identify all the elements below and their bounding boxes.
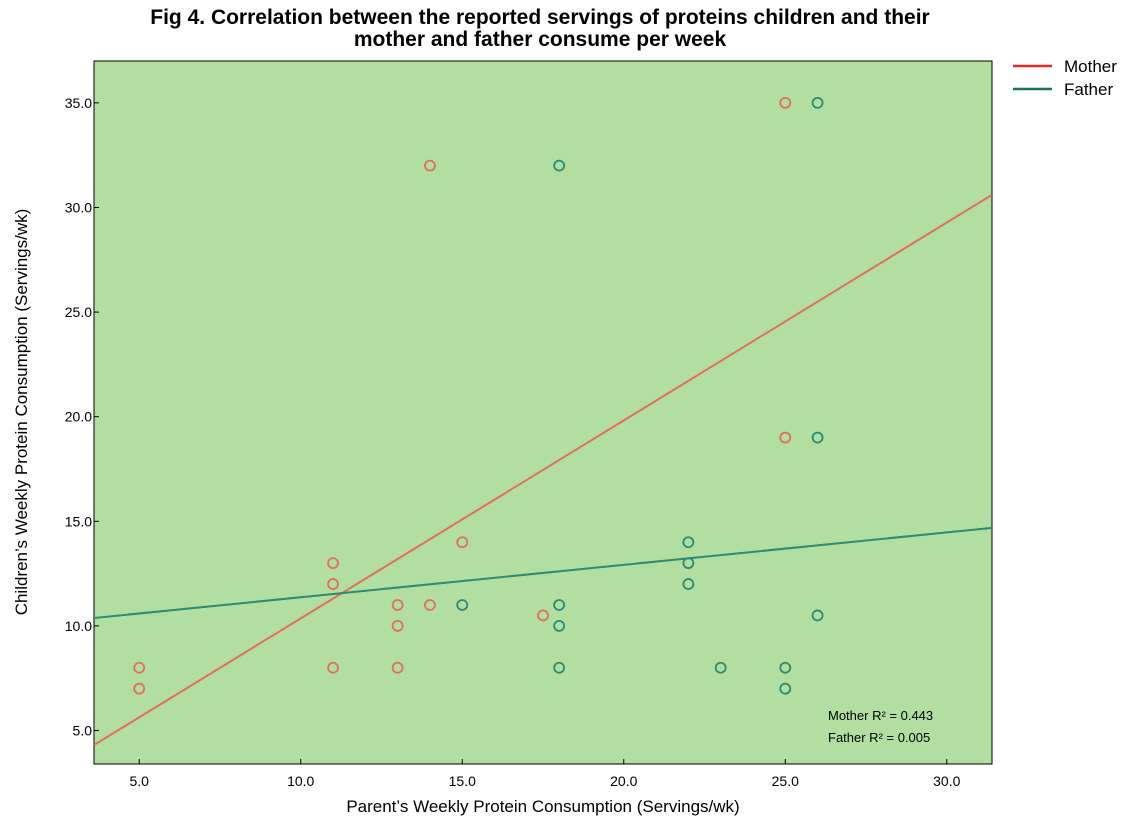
y-tick-label: 15.0 [65,513,92,529]
point-mother [779,96,792,109]
point-mother [391,620,404,632]
point-father [779,682,792,695]
r2-mother-label: Mother R² = 0.443 [828,708,933,723]
legend-label-mother: Mother [1064,57,1117,76]
point-mother [327,661,339,674]
point-father [553,159,566,172]
point-mother [391,661,404,674]
point-father [553,599,566,611]
x-tick-label: 30.0 [933,773,960,789]
y-tick-label: 20.0 [65,409,92,425]
point-mother [779,431,792,444]
point-mother [424,159,436,172]
chart-title-line-2: mother and father consume per week [353,28,727,51]
fit-line-father [94,526,992,619]
point-mother [133,682,146,695]
x-tick-label: 10.0 [287,773,314,789]
point-father [811,96,824,109]
x-tick-label: 5.0 [129,773,149,789]
x-axis-label: Parent’s Weekly Protein Consumption (Ser… [346,797,739,816]
r-squared-annotation: Mother R² = 0.443 Father R² = 0.005 [828,708,933,745]
y-tick-label: 30.0 [65,199,92,215]
point-father [779,661,792,674]
point-mother [424,599,436,611]
data-points [133,96,824,695]
r2-father-label: Father R² = 0.005 [828,730,930,745]
x-tick-label: 20.0 [610,773,637,789]
y-tick-label: 35.0 [65,95,92,111]
point-father [456,599,469,611]
point-mother [391,599,404,611]
y-tick-label: 25.0 [65,304,92,320]
y-axis-label: Children’s Weekly Protein Consumption (S… [12,209,31,616]
point-father [811,609,824,622]
point-mother [327,557,339,570]
y-tick-label: 10.0 [65,618,92,634]
point-father [682,536,695,549]
point-mother [537,609,549,622]
point-mother [327,578,339,590]
fit-line-mother [94,193,992,746]
point-father [553,661,566,674]
legend: Mother Father [1013,57,1117,99]
x-tick-label: 25.0 [772,773,799,789]
point-father [553,620,566,632]
x-tick-label: 15.0 [449,773,476,789]
point-father [811,431,824,444]
plot-area [93,60,993,765]
chart-title-line-1: Fig 4. Correlation between the reported … [150,6,930,29]
point-father [682,557,695,570]
point-mother [456,536,469,549]
y-tick-label: 5.0 [73,723,93,739]
axes: 5.0 10.0 15.0 20.0 25.0 30.0 5.0 10.0 15.0 20.0 25… [65,95,961,789]
point-father [714,661,727,674]
point-father [682,578,695,590]
point-mother [133,661,146,674]
fit-lines [94,193,992,746]
legend-label-father: Father [1064,80,1113,99]
